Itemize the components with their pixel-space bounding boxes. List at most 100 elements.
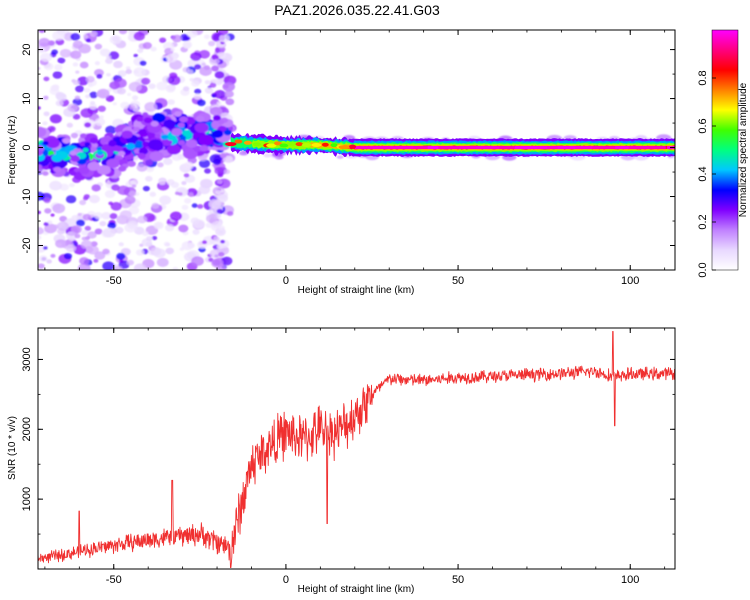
spectrogram-cell <box>82 196 89 201</box>
snr-x-axis: -50 0 50 100 <box>44 328 666 586</box>
spectrogram-cell <box>136 116 144 122</box>
spectrogram-cell <box>186 30 198 38</box>
spectrogram-cell <box>204 80 211 85</box>
spectrogram-cell <box>181 241 194 251</box>
spectrogram-cell <box>91 184 101 192</box>
spectrogram-band-core <box>575 146 603 150</box>
spectrogram-cell <box>52 30 65 41</box>
spectrogram-cell <box>213 236 220 242</box>
colorbar-ticks: 0.0 0.2 0.4 0.6 0.8 <box>697 70 716 278</box>
snr-x-tick-label: 100 <box>621 574 639 586</box>
spectrogram-cell <box>199 145 209 152</box>
spectrogram-cell <box>65 195 77 204</box>
spectrogram-cell <box>96 88 110 99</box>
colorbar: 0.0 0.2 0.4 0.6 0.8 Normalized spectral ampl… <box>697 29 749 278</box>
spectrogram-cell <box>217 179 223 185</box>
spectrogram-cell <box>203 34 210 40</box>
spectrogram-cell <box>94 61 101 66</box>
spectrogram-x-tick-label: 0 <box>283 275 289 287</box>
spectrogram-cell <box>193 93 202 100</box>
spectrogram-cell <box>97 105 106 112</box>
spectrogram-cell <box>263 153 272 158</box>
spectrogram-cell <box>156 81 168 91</box>
spectrogram-cell <box>40 52 52 62</box>
spectrogram-cell <box>150 120 159 127</box>
spectrogram-cell <box>211 129 224 138</box>
spectrogram-cell <box>214 89 226 99</box>
spectrogram-x-axis: -50 0 50 100 <box>44 30 666 287</box>
colorbar-label: Normalized spectral amplitude <box>738 82 749 217</box>
spectrogram-cell <box>127 92 132 97</box>
spectrogram-band-core <box>648 146 666 150</box>
spectrogram-signal-band <box>225 132 675 157</box>
spectrogram-x-label: Height of straight line (km) <box>298 285 415 296</box>
spectrogram-cell <box>136 163 148 172</box>
spectrogram-cell <box>208 40 216 47</box>
spectrogram-cell <box>70 225 83 234</box>
spectrogram-cell <box>143 117 153 124</box>
spectrogram-cell <box>204 154 209 158</box>
spectrogram-cell <box>206 214 218 223</box>
spectrogram-cell <box>182 86 190 92</box>
spectrogram-cell <box>49 180 62 191</box>
snr-y-tick-label: 1000 <box>21 487 33 511</box>
spectrogram-cell <box>142 185 150 192</box>
spectrogram-cell <box>152 112 166 123</box>
spectrogram-cell <box>163 157 173 166</box>
spectrogram-cell <box>223 169 231 175</box>
spectrogram-cell <box>204 168 211 174</box>
spectrogram-cell <box>137 48 144 54</box>
spectrogram-cell <box>83 34 89 39</box>
spectrogram-cell <box>51 84 60 90</box>
spectrogram-cell <box>167 99 175 105</box>
spectrogram-cell <box>54 64 63 71</box>
spectrogram-cell <box>199 66 213 76</box>
spectrogram-cell <box>89 31 98 37</box>
spectrogram-cell <box>182 148 198 160</box>
spectrogram-cell <box>220 189 225 193</box>
spectrogram-cell <box>179 135 186 141</box>
spectrogram-cell <box>83 87 91 93</box>
spectrogram-cell <box>213 58 220 64</box>
spectrogram-cell <box>172 266 179 270</box>
spectrogram-cell <box>38 30 46 34</box>
spectrogram-cell <box>226 211 234 217</box>
spectrogram-cell <box>117 87 126 95</box>
spectrogram-y-tick-label: 20 <box>21 43 33 55</box>
spectrogram-cell <box>87 161 101 171</box>
spectrogram-cell <box>118 150 126 156</box>
spectrogram-band-blob <box>266 143 277 148</box>
spectrogram-cell <box>43 111 50 117</box>
spectrogram-cell <box>88 194 100 204</box>
spectrogram-cell <box>218 252 225 257</box>
spectrogram-cell <box>102 227 116 238</box>
spectrogram-cell <box>120 101 130 109</box>
spectrogram-cell <box>133 263 147 270</box>
spectrogram-cell <box>149 151 164 162</box>
spectrogram-cell <box>336 155 344 159</box>
spectrogram-cell <box>124 148 132 154</box>
spectrogram-cell <box>126 259 135 266</box>
spectrogram-cell <box>169 211 183 221</box>
spectrogram-cell <box>69 170 77 176</box>
spectrogram-cell <box>99 220 107 227</box>
spectrogram-cell <box>79 199 87 206</box>
spectrogram-cell <box>117 70 127 77</box>
spectrogram-cell <box>106 55 112 60</box>
spectrogram-cell <box>94 251 106 260</box>
spectrogram-cell <box>42 171 49 176</box>
spectrogram-cell <box>118 165 127 172</box>
spectrogram-cell <box>142 112 149 117</box>
spectrogram-cell <box>153 221 164 230</box>
spectrogram-cell <box>38 150 43 156</box>
spectrogram-y-label: Frequency (Hz) <box>7 116 18 185</box>
spectrogram-cell <box>209 249 222 259</box>
spectrogram-cell <box>84 142 91 147</box>
spectrogram-y-tick-label: -10 <box>21 189 33 205</box>
spectrogram-cell <box>126 143 136 150</box>
spectrogram-cell <box>138 128 147 135</box>
spectrogram-cell <box>55 100 64 107</box>
spectrogram-cell <box>107 222 117 229</box>
spectrogram-cell <box>74 95 81 100</box>
